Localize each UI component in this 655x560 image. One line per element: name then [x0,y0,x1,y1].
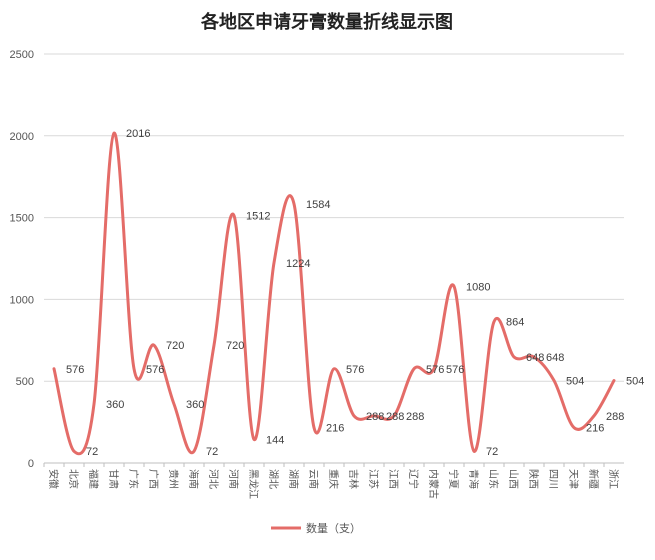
data-label: 576 [66,364,84,376]
gridlines [44,53,624,464]
x-tick-label: 贵州 [167,469,180,489]
x-tick-label: 山西 [507,469,519,489]
x-tick-label: 湖南 [287,469,300,489]
x-tick-label: 辽宁 [407,469,420,489]
y-axis: 0 500 1000 1500 2000 2500 [10,49,34,470]
data-label: 720 [226,340,244,352]
x-tick-label: 福建 [87,469,100,489]
data-label: 576 [426,364,444,376]
legend: 数量（支） [271,522,361,535]
y-tick-label: 0 [28,458,34,470]
series-group [52,131,616,456]
x-tick-label: 四川 [547,469,558,489]
x-tick-label: 江苏 [367,469,380,489]
data-label: 216 [586,423,604,435]
x-tick-label: 宁夏 [447,469,460,489]
legend-label: 数量（支） [306,522,361,535]
x-axis: 安徽 北京 福建 甘肃 广东 广西 贵州 海南 河北 河南 黑龙江 湖北 湖南 云南 重庆 吉林 江苏 江西 辽宁内… [43,463,619,499]
x-tick-label: 安徽 [47,469,60,489]
data-label: 504 [566,376,584,388]
data-label: 576 [346,364,364,376]
x-tick-label: 浙江 [607,469,619,489]
chart-title: 各地区申请牙膏数量折线显示图 [200,11,453,33]
y-tick-label: 1500 [10,213,34,225]
data-label: 576 [146,364,164,376]
x-tick-label: 河南 [227,469,240,489]
y-tick-label: 1000 [10,294,34,306]
x-tick-label: 北京 [67,469,80,489]
x-tick-label: 山东 [487,469,500,489]
x-tick-label: 陕西 [527,469,540,489]
data-label: 72 [86,446,98,458]
data-label: 1584 [306,199,330,211]
data-label: 2016 [126,128,150,140]
data-label: 864 [506,317,524,329]
series-line [52,131,616,456]
data-label: 1080 [466,281,490,293]
data-label: 1512 [246,211,270,223]
data-label: 288 [606,411,624,423]
x-tick-label: 重庆 [327,469,340,489]
data-label: 216 [326,423,344,435]
y-tick-label: 500 [16,376,34,388]
data-label: 648 [546,352,564,364]
data-label: 72 [206,446,218,458]
data-label: 504 [626,376,644,388]
data-label: 1224 [286,258,310,270]
x-tick-label: 黑龙江 [247,469,260,499]
data-label: 648 [526,352,544,364]
x-tick-label: 天津 [567,469,579,489]
data-label: 288 [386,411,404,423]
data-label: 288 [406,411,424,423]
x-tick-label: 河北 [207,469,219,489]
x-tick-label: 青海 [467,469,480,489]
x-tick-label: 新疆 [587,469,600,489]
x-tick-label: 广西 [147,469,159,489]
x-tick-label: 内蒙古 [427,469,440,499]
x-tick-label: 广东 [127,469,140,489]
data-label: 360 [106,399,124,411]
data-label: 72 [486,446,498,458]
data-labels: 5767236020165767203607272015121441224158… [66,128,644,458]
y-tick-label: 2000 [10,131,34,143]
x-tick-label: 江西 [387,469,399,489]
x-tick-label: 云南 [307,469,320,489]
x-tick-label: 吉林 [347,469,360,489]
data-label: 288 [366,411,384,423]
data-label: 576 [446,364,464,376]
x-tick-label: 湖北 [267,469,279,489]
data-label: 144 [266,434,284,446]
x-tick-label: 海南 [187,469,200,489]
y-tick-label: 2500 [10,49,34,61]
data-label: 720 [166,340,184,352]
x-tick-label: 甘肃 [107,469,120,489]
data-label: 360 [186,399,204,411]
